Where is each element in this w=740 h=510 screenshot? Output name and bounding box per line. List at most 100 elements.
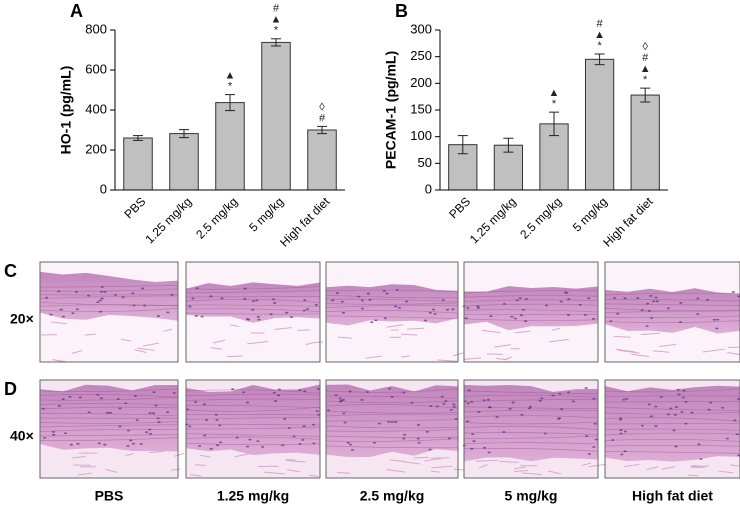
nucleus [482,446,487,449]
nucleus [132,304,136,307]
y-tick-label: 250 [410,48,432,63]
significance-mark: ▲ [225,70,236,82]
loose-tissue [499,460,519,463]
fiber [325,315,459,319]
nucleus [470,400,474,403]
significance-mark: # [642,52,649,64]
fiber [185,398,321,401]
loose-tissue [51,321,67,325]
nucleus [338,397,342,400]
loose-tissue [195,464,206,466]
nucleus [649,294,653,297]
nucleus [402,391,406,394]
x-tick-label: High fat diet [600,194,656,250]
nucleus [486,398,490,401]
nucleus [684,400,688,403]
loose-tissue [413,456,429,459]
nucleus [591,317,596,320]
nucleus [404,300,409,303]
bar [123,137,153,191]
nucleus [372,441,376,444]
nucleus [305,308,310,310]
image-border [39,379,179,479]
nucleus [470,447,474,450]
loose-tissue [624,463,640,468]
nucleus [447,437,451,440]
nucleus [342,412,346,415]
loose-tissue [503,356,512,361]
nucleus [464,317,468,320]
nucleus [518,297,522,299]
x-tick-label: 1.25 mg/kg [467,194,519,246]
nucleus [357,295,361,298]
nucleus [374,319,378,322]
loose-tissue [389,459,405,463]
nucleus [96,393,100,396]
fiber [325,294,459,299]
loose-tissue [551,327,561,331]
loose-tissue [174,452,185,457]
nucleus [403,433,407,436]
loose-tissue [52,359,67,363]
nucleus [152,412,156,415]
nucleus [148,412,152,415]
loose-tissue [105,468,118,473]
nucleus [350,448,355,451]
nucleus [312,442,316,445]
nucleus [360,399,364,401]
nucleus [585,435,589,437]
loose-tissue [149,450,164,454]
significance-mark: * [597,40,602,52]
fiber [325,413,459,417]
nucleus [465,420,470,423]
fiber [325,304,459,308]
nucleus [669,407,673,410]
nucleus [143,304,147,307]
nucleus [195,287,199,290]
nucleus [99,290,104,293]
nucleus [284,311,289,314]
fiber [39,403,179,406]
nucleus [314,303,318,306]
nucleus [423,319,428,322]
fiber [325,404,459,409]
nucleus [311,423,316,426]
y-tick-label: 400 [85,101,107,116]
nucleus [334,394,338,397]
nucleus [152,391,156,394]
nucleus [429,405,433,407]
nucleus [289,316,294,319]
nucleus [156,315,161,317]
bar [169,133,199,191]
loose-tissue [137,347,155,351]
histology-image [39,379,185,479]
nucleus [511,401,515,404]
nucleus [388,387,392,390]
significance-mark: ▲ [640,63,651,75]
nucleus [387,420,391,423]
nucleus [440,395,444,398]
nucleus [124,402,128,405]
y-tick-label: 800 [85,21,107,36]
loose-tissue [617,349,640,354]
loose-tissue [548,338,569,343]
fiber [463,295,599,298]
nucleus [370,321,374,324]
histology-image [325,379,469,479]
nucleus [612,297,617,299]
fiber [39,304,179,307]
nucleus [737,398,740,400]
fiber [604,451,740,454]
nucleus [402,437,406,440]
nucleus [623,297,627,300]
nucleus [666,413,671,416]
nucleus [737,295,740,298]
fiber [325,388,459,393]
fiber [463,415,599,419]
y-tick-label: 0 [425,181,432,196]
nucleus [527,407,532,410]
nucleus [592,397,596,400]
nucleus [166,311,170,314]
nucleus [139,443,143,445]
loose-tissue [659,343,677,348]
